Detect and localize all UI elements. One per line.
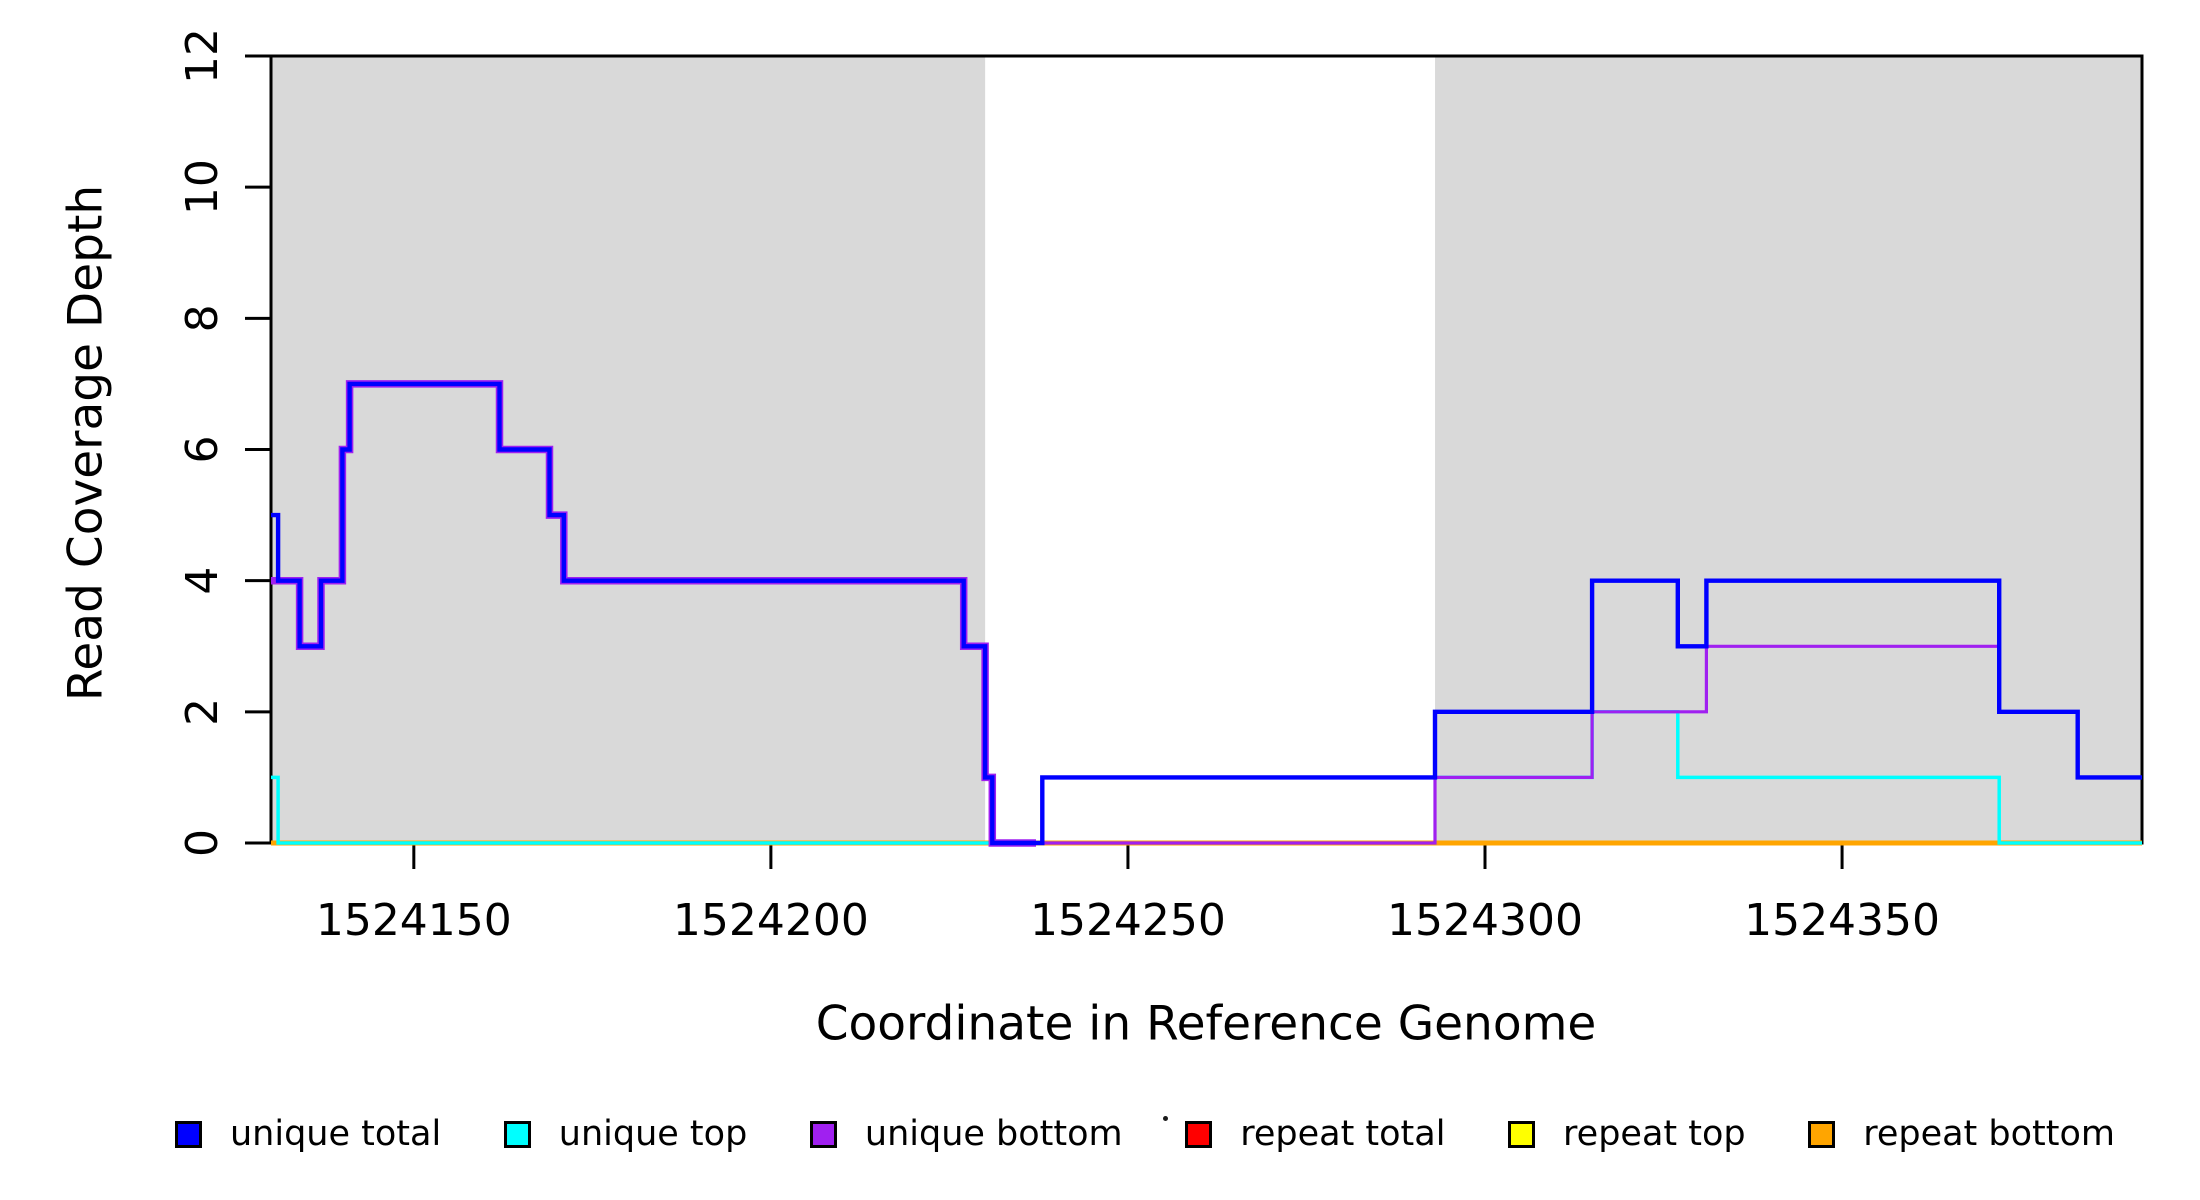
- x-tick-label: 1524150: [316, 895, 512, 946]
- repeat-region-shade-1: [271, 56, 986, 843]
- legend-item-unique-top: unique top: [503, 1114, 748, 1154]
- legend-item-unique-total: unique total: [175, 1114, 441, 1154]
- legend-label: unique total: [230, 1114, 442, 1154]
- x-tick-label: 1524300: [1387, 895, 1583, 946]
- legend-label: unique bottom: [864, 1114, 1123, 1154]
- x-axis-title: Coordinate in Reference Genome: [815, 996, 1597, 1052]
- x-tick-label: 1524350: [1744, 895, 1940, 946]
- legend-swatch-unique-total: [175, 1120, 202, 1148]
- y-tick-label: 10: [177, 159, 228, 215]
- legend-swatch-repeat-bottom: [1808, 1120, 1836, 1148]
- y-tick-label: 12: [177, 28, 228, 84]
- legend-label: repeat total: [1240, 1114, 1446, 1154]
- y-axis-title: Read Coverage Depth: [58, 184, 114, 702]
- repeat-region-shade-2: [1435, 56, 2142, 843]
- legend-swatch-unique-top: [503, 1120, 531, 1148]
- y-tick-label: 8: [177, 304, 228, 332]
- legend-swatch-repeat-top: [1508, 1120, 1536, 1148]
- legend-label: repeat top: [1563, 1114, 1746, 1154]
- y-tick-label: 6: [177, 436, 228, 464]
- legend-item-repeat-bottom: repeat bottom: [1808, 1114, 2115, 1154]
- x-tick-label: 1524250: [1030, 895, 1226, 946]
- legend-swatch-unique-bottom: [809, 1120, 837, 1148]
- legend-item-repeat-total: repeat total: [1185, 1114, 1445, 1154]
- legend-item-unique-bottom: unique bottom: [809, 1114, 1123, 1154]
- legend-label: unique top: [558, 1114, 748, 1154]
- y-tick-label: 4: [177, 567, 228, 595]
- series-line-unique-total: [271, 381, 2142, 846]
- legend: unique total unique top unique bottom repea…: [175, 1108, 2115, 1160]
- y-tick-label: 2: [177, 698, 228, 726]
- legend-label: repeat bottom: [1863, 1114, 2115, 1154]
- stray-dot: [1163, 1116, 1168, 1121]
- legend-item-repeat-top: repeat top: [1508, 1114, 1746, 1154]
- y-tick-label: 0: [177, 829, 228, 857]
- legend-swatch-repeat-total: [1185, 1120, 1213, 1148]
- x-tick-label: 1524200: [673, 895, 869, 946]
